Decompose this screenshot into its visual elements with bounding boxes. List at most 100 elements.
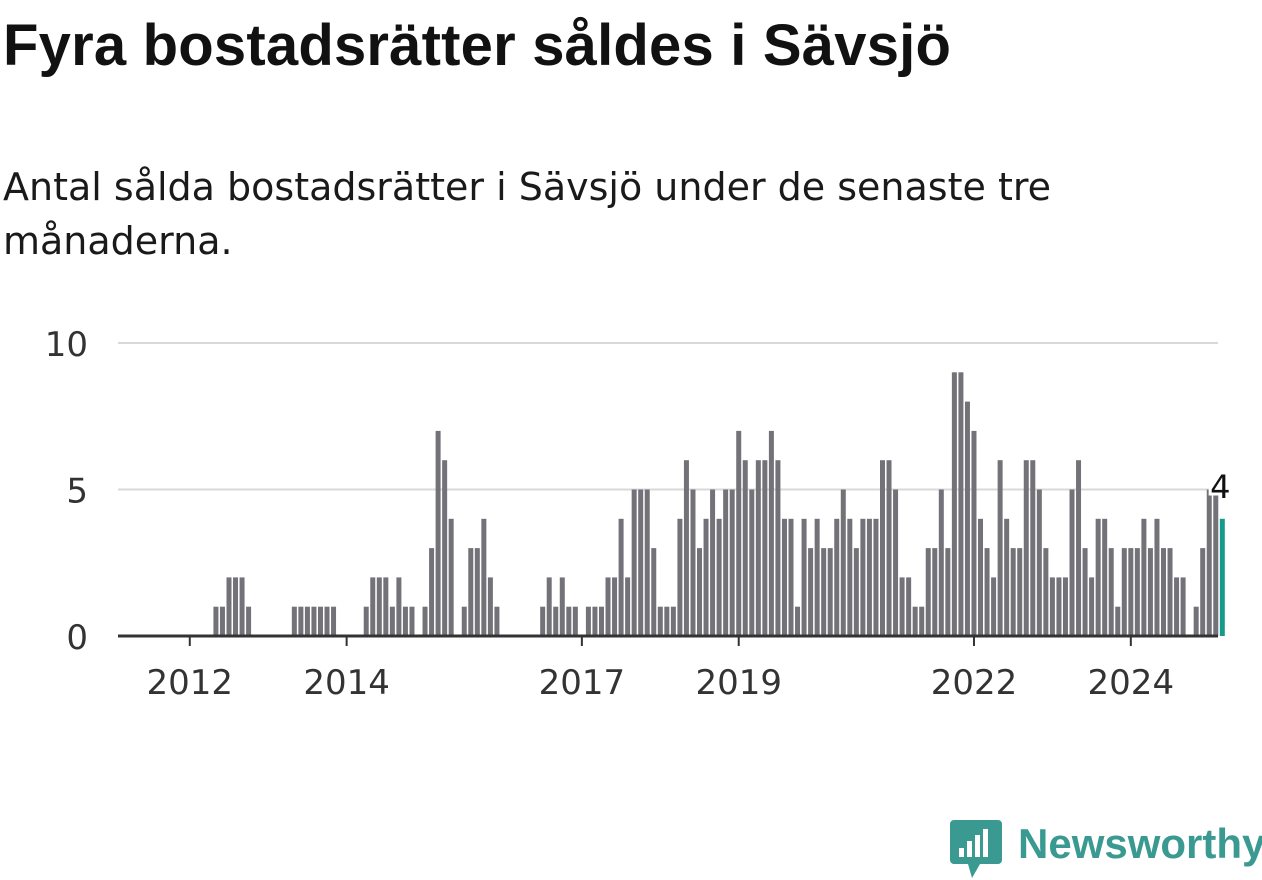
bar bbox=[487, 577, 493, 636]
bar bbox=[402, 606, 408, 636]
bar bbox=[1043, 548, 1049, 636]
bar bbox=[559, 577, 565, 636]
x-tick-label: 2022 bbox=[931, 663, 1018, 703]
bar bbox=[363, 606, 369, 636]
bar bbox=[866, 518, 872, 636]
x-tick-label: 2019 bbox=[695, 663, 782, 703]
bar bbox=[657, 606, 663, 636]
x-axis-labels: 2012 2014 2017 2019 2022 2024 bbox=[147, 663, 1175, 703]
bar bbox=[762, 460, 768, 636]
bar bbox=[1017, 548, 1023, 636]
bar bbox=[1174, 577, 1180, 636]
bar bbox=[1167, 548, 1173, 636]
bar bbox=[670, 606, 676, 636]
bar bbox=[1180, 577, 1186, 636]
bar bbox=[370, 577, 376, 636]
bar bbox=[899, 577, 905, 636]
bar bbox=[1147, 548, 1153, 636]
annotations: 4 bbox=[1207, 465, 1233, 509]
y-axis-labels: 0 5 10 bbox=[45, 325, 88, 658]
bar bbox=[729, 489, 735, 636]
bar bbox=[317, 606, 323, 636]
bar bbox=[585, 606, 591, 636]
bar bbox=[246, 606, 252, 636]
bar bbox=[1141, 518, 1147, 636]
bar bbox=[964, 401, 970, 636]
bar bbox=[383, 577, 389, 636]
x-tick-label: 2012 bbox=[147, 663, 234, 703]
brand-name: Newsworthy bbox=[1018, 820, 1262, 867]
bar bbox=[683, 460, 689, 636]
bar bbox=[788, 518, 794, 636]
bar bbox=[951, 372, 957, 636]
bar bbox=[311, 606, 317, 636]
bar bbox=[997, 460, 1003, 636]
bar bbox=[1128, 548, 1134, 636]
gridlines bbox=[118, 342, 1218, 491]
bar bbox=[1154, 518, 1160, 636]
bar bbox=[677, 518, 683, 636]
bar bbox=[1036, 489, 1042, 636]
bar bbox=[239, 577, 245, 636]
bar bbox=[612, 577, 618, 636]
bar bbox=[1102, 518, 1108, 636]
bar-chart: 0 5 10 2012 2014 2017 2019 2022 2024 4 bbox=[45, 325, 1234, 703]
bar bbox=[644, 489, 650, 636]
bar bbox=[1004, 518, 1010, 636]
bars bbox=[213, 372, 1225, 636]
bar bbox=[984, 548, 990, 636]
bar bbox=[1213, 489, 1219, 636]
bar bbox=[690, 489, 696, 636]
bar bbox=[749, 489, 755, 636]
bar bbox=[546, 577, 552, 636]
bar bbox=[1082, 548, 1088, 636]
y-tick-label: 5 bbox=[66, 472, 88, 512]
bar bbox=[396, 577, 402, 636]
bar bbox=[893, 489, 899, 636]
bar bbox=[1030, 460, 1036, 636]
bar bbox=[598, 606, 604, 636]
bar bbox=[651, 548, 657, 636]
bar bbox=[429, 548, 435, 636]
chart-title: Fyra bostadsrätter såldes i Sävsjö bbox=[3, 13, 952, 78]
bar bbox=[331, 606, 337, 636]
bar bbox=[664, 606, 670, 636]
bar bbox=[716, 518, 722, 636]
bar bbox=[847, 518, 853, 636]
bar bbox=[723, 489, 729, 636]
bar bbox=[324, 606, 330, 636]
x-axis-ticks bbox=[188, 636, 1132, 646]
x-tick-label: 2024 bbox=[1088, 663, 1175, 703]
bar bbox=[697, 548, 703, 636]
bar bbox=[1206, 489, 1212, 636]
bar bbox=[1023, 460, 1029, 636]
bar bbox=[853, 548, 859, 636]
bar bbox=[226, 577, 232, 636]
bar bbox=[840, 489, 846, 636]
bar bbox=[912, 606, 918, 636]
bar bbox=[991, 577, 997, 636]
bar bbox=[879, 460, 885, 636]
bar bbox=[233, 577, 239, 636]
chart-subtitle: Antal sålda bostadsrätter i Sävsjö under… bbox=[3, 165, 1052, 263]
bar bbox=[618, 518, 624, 636]
bar bbox=[801, 518, 807, 636]
bar bbox=[1193, 606, 1199, 636]
bar bbox=[298, 606, 304, 636]
bar bbox=[873, 518, 879, 636]
bar bbox=[409, 606, 415, 636]
bar bbox=[481, 518, 487, 636]
bar bbox=[827, 548, 833, 636]
bar bbox=[1056, 577, 1062, 636]
bar bbox=[592, 606, 598, 636]
newsworthy-logo-icon bbox=[950, 820, 1002, 878]
bar bbox=[494, 606, 500, 636]
bar bbox=[1049, 577, 1055, 636]
bar bbox=[291, 606, 297, 636]
bar bbox=[1200, 548, 1206, 636]
bar bbox=[376, 577, 382, 636]
bar bbox=[978, 518, 984, 636]
bar bbox=[1076, 460, 1082, 636]
bar bbox=[572, 606, 578, 636]
bar bbox=[304, 606, 310, 636]
